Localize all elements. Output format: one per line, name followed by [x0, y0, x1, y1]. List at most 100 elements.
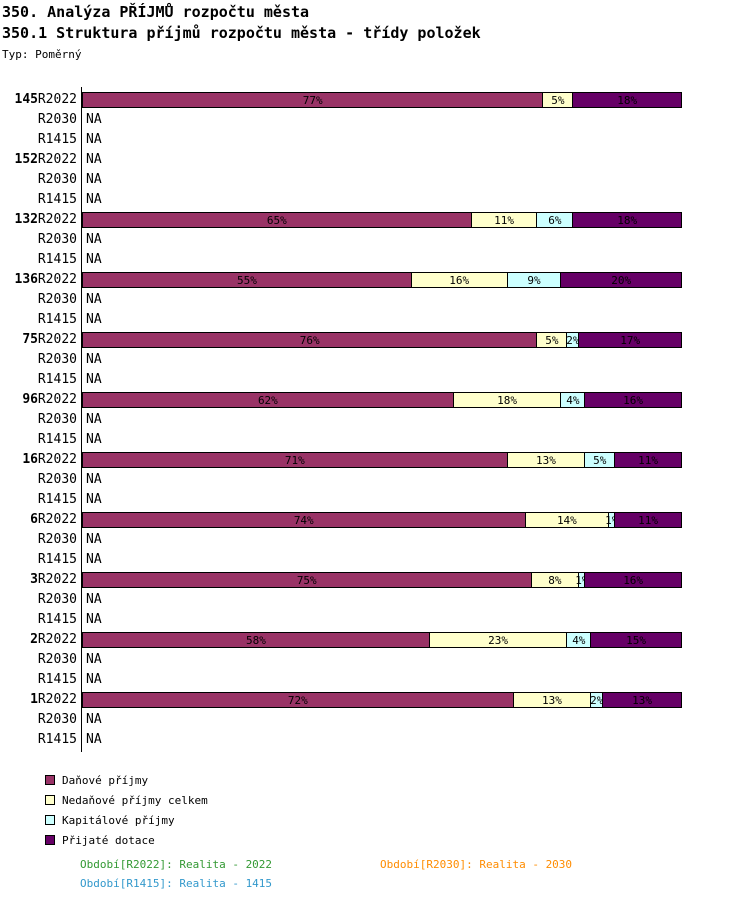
bar-segment: 16%: [585, 573, 681, 587]
row-label: R1415: [37, 192, 77, 207]
group-label: 75: [22, 332, 38, 347]
legend: Daňové příjmy Nedaňové příjmy celkem Kapit…: [45, 770, 445, 854]
bar-segment: 75%: [83, 573, 532, 587]
na-value: NA: [86, 132, 102, 147]
chart-row-r2030: R2030 NA: [0, 412, 750, 428]
bar-segment: 18%: [573, 213, 681, 227]
row-label: R2030: [37, 232, 77, 247]
row-label: R2030: [37, 532, 77, 547]
bar-segment: 55%: [83, 273, 412, 287]
row-label: R2030: [37, 592, 77, 607]
row-label: R2030: [37, 292, 77, 307]
bar-segment: 4%: [567, 633, 592, 647]
na-value: NA: [86, 432, 102, 447]
chart-row-r2022: R2022 65% 11% 6% 18%: [0, 212, 750, 228]
row-label: R2030: [37, 412, 77, 427]
na-value: NA: [86, 152, 102, 167]
row-label: R2030: [37, 112, 77, 127]
bar-segment: 16%: [585, 393, 681, 407]
chart-group-75: 75 R2022 76% 5% 2% 17% R2030 NA R1415 NA: [0, 332, 750, 392]
legend-label: Daňové příjmy: [62, 773, 149, 787]
na-value: NA: [86, 612, 102, 627]
chart-row-r1415: R1415 NA: [0, 192, 750, 208]
chart-group-2: 2 R2022 58% 23% 4% 15% R2030 NA R1415 NA: [0, 632, 750, 692]
row-label: R1415: [37, 732, 77, 747]
row-label: R2022: [37, 392, 77, 407]
row-label: R2022: [37, 572, 77, 587]
chart-group-6: 6 R2022 74% 14% 1% 11% R2030 NA R1415 NA: [0, 512, 750, 572]
row-label: R2022: [37, 272, 77, 287]
row-label: R2022: [37, 512, 77, 527]
row-label: R2022: [37, 152, 77, 167]
legend-item: Daňové příjmy: [45, 770, 148, 790]
row-label: R2030: [37, 712, 77, 727]
bar-segment: 76%: [83, 333, 538, 347]
bar-segment: 5%: [543, 93, 574, 107]
chart-row-r2022: R2022 72% 13% 2% 13%: [0, 692, 750, 708]
bar-segment: 11%: [615, 513, 681, 527]
legend-label: Přijaté dotace: [62, 833, 155, 847]
chart-row-r1415: R1415 NA: [0, 732, 750, 748]
stacked-bar: 55% 16% 9% 20%: [82, 272, 682, 288]
group-label: 2: [30, 632, 38, 647]
na-value: NA: [86, 652, 102, 667]
chart-row-r2022: R2022 74% 14% 1% 11%: [0, 512, 750, 528]
group-label: 136: [14, 272, 38, 287]
chart-row-r1415: R1415 NA: [0, 372, 750, 388]
row-label: R1415: [37, 372, 77, 387]
legend-item: Kapitálové příjmy: [45, 810, 175, 830]
chart-row-r2022: R2022 77% 5% 18%: [0, 92, 750, 108]
na-value: NA: [86, 172, 102, 187]
chart-row-r1415: R1415 NA: [0, 672, 750, 688]
legend-swatch: [45, 795, 55, 805]
chart-row-r2030: R2030 NA: [0, 352, 750, 368]
bar-segment: 20%: [561, 273, 681, 287]
bar-segment: 13%: [603, 693, 681, 707]
row-label: R1415: [37, 132, 77, 147]
bar-segment: 77%: [83, 93, 544, 107]
legend-swatch: [45, 775, 55, 785]
bar-segment: 74%: [83, 513, 526, 527]
row-label: R2030: [37, 652, 77, 667]
bar-segment: 1%: [575, 573, 589, 587]
bar-segment: 11%: [615, 453, 681, 467]
bar-segment: 15%: [591, 633, 681, 647]
chart-row-r2030: R2030 NA: [0, 172, 750, 188]
row-label: R2022: [37, 452, 77, 467]
chart-row-r2022: R2022 58% 23% 4% 15%: [0, 632, 750, 648]
bar-segment: 2%: [566, 333, 580, 347]
stacked-bar: 65% 11% 6% 18%: [82, 212, 682, 228]
row-label: R2030: [37, 172, 77, 187]
row-label: R2022: [37, 212, 77, 227]
bar-segment: 72%: [83, 693, 514, 707]
chart-row-r1415: R1415 NA: [0, 252, 750, 268]
bar-segment: 58%: [83, 633, 430, 647]
chart-group-145: 145 R2022 77% 5% 18% R2030 NA R1415 NA: [0, 92, 750, 152]
bar-segment: 17%: [579, 333, 681, 347]
row-label: R1415: [37, 312, 77, 327]
stacked-bar: 62% 18% 4% 16%: [82, 392, 682, 408]
group-label: 145: [14, 92, 38, 107]
group-label: 3: [30, 572, 38, 587]
chart-row-r1415: R1415 NA: [0, 432, 750, 448]
stacked-bar: 77% 5% 18%: [82, 92, 682, 108]
legend-label: Nedaňové příjmy celkem: [62, 793, 208, 807]
legend-label: Kapitálové příjmy: [62, 813, 175, 827]
na-value: NA: [86, 252, 102, 267]
row-label: R1415: [37, 492, 77, 507]
na-value: NA: [86, 372, 102, 387]
na-value: NA: [86, 672, 102, 687]
row-label: R2022: [37, 92, 77, 107]
bar-segment: 14%: [525, 513, 610, 527]
na-value: NA: [86, 352, 102, 367]
bar-segment: 18%: [573, 93, 681, 107]
stacked-bar: 74% 14% 1% 11%: [82, 512, 682, 528]
row-label: R2030: [37, 472, 77, 487]
page-title: 350. Analýza PŘÍJMŮ rozpočtu města: [2, 3, 310, 21]
na-value: NA: [86, 292, 102, 307]
chart-row-r2030: R2030 NA: [0, 232, 750, 248]
na-value: NA: [86, 592, 102, 607]
chart-row-r2022: R2022 55% 16% 9% 20%: [0, 272, 750, 288]
bar-segment: 16%: [411, 273, 508, 287]
